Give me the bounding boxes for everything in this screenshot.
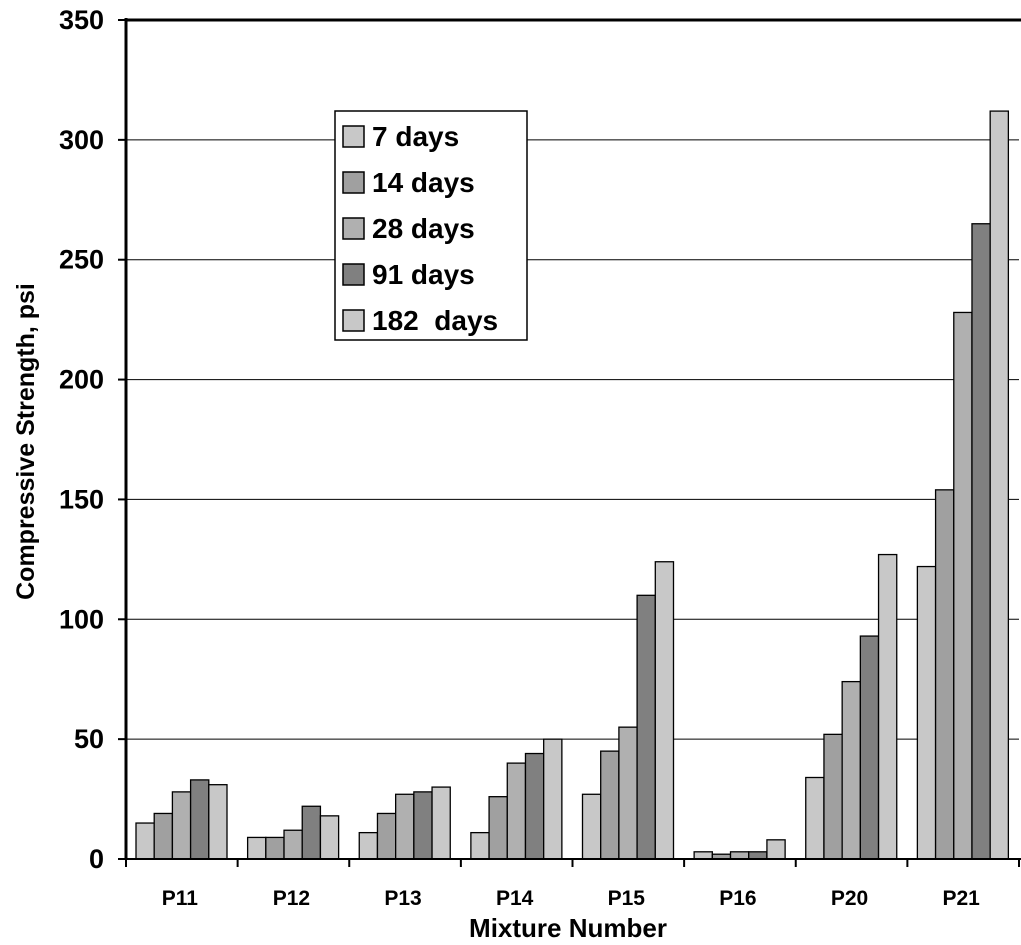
bar-P20-0 (805, 776, 825, 860)
bar-P15-1 (600, 750, 620, 860)
bar-P21-0 (916, 565, 937, 860)
bar-P11-3 (189, 779, 210, 860)
bar-P12-2 (283, 829, 303, 860)
bar-P21-3 (971, 223, 991, 860)
legend-label-0: 7 days (372, 121, 459, 152)
x-tick-label-P13: P13 (384, 887, 421, 910)
bar-P16-0 (693, 851, 713, 860)
bar-P21-2 (953, 311, 973, 860)
legend-label-2: 28 days (372, 213, 475, 244)
bar-P12-0 (246, 836, 267, 860)
bar-P13-2 (394, 793, 415, 860)
bar-P12-1 (265, 836, 285, 860)
bar-P16-3 (748, 851, 768, 860)
bar-P11-4 (208, 784, 228, 860)
bar-P11-2 (171, 791, 192, 860)
bar-P11-0 (135, 822, 155, 860)
bar-P14-1 (488, 796, 508, 860)
bar-P14-0 (470, 831, 490, 860)
legend-swatch-0 (342, 125, 365, 148)
x-tick-label-P12: P12 (273, 887, 310, 910)
legend-swatch-4 (342, 309, 365, 332)
y-axis-title: Compressive Strength, psi (12, 283, 40, 600)
y-tick-label-0: 0 (89, 844, 104, 874)
bar-P21-4 (989, 110, 1010, 860)
bar-P20-3 (859, 635, 880, 860)
bar-P12-3 (301, 805, 322, 860)
bar-P20-1 (823, 733, 843, 860)
x-tick-label-P20: P20 (831, 887, 868, 910)
bar-P20-4 (877, 553, 898, 860)
y-tick-label-250: 250 (59, 245, 104, 275)
x-tick-label-P14: P14 (496, 887, 534, 910)
bar-P15-3 (636, 594, 656, 860)
axes (118, 18, 1021, 867)
legend-swatch-1 (342, 171, 365, 194)
x-tick-label-P11: P11 (162, 887, 199, 910)
y-tick-label-350: 350 (59, 5, 104, 35)
y-tick-label-200: 200 (59, 365, 104, 395)
y-tick-label-50: 50 (74, 724, 104, 754)
legend-label-3: 91 days (372, 259, 475, 290)
bar-P15-0 (581, 793, 602, 860)
bar-P14-2 (506, 762, 527, 860)
y-tick-label-300: 300 (59, 125, 104, 155)
bar-P16-4 (766, 839, 786, 860)
y-tick-label-150: 150 (59, 484, 104, 514)
x-tick-label-P21: P21 (943, 887, 981, 910)
bar-P14-3 (524, 752, 545, 860)
bar-P14-4 (543, 738, 563, 860)
bar-P21-1 (934, 489, 955, 860)
bar-P13-0 (358, 831, 379, 860)
legend-label-4: 182 days (372, 305, 498, 336)
bar-P11-1 (153, 812, 174, 860)
bar-P12-4 (319, 815, 340, 860)
bar-P16-2 (729, 851, 750, 860)
x-tick-labels: P11 P12 P13 P14 P15 P16 P20 P21 (162, 887, 980, 910)
bar-P15-2 (618, 726, 638, 860)
x-tick-label-P16: P16 (719, 887, 756, 910)
legend-swatch-3 (342, 263, 365, 286)
x-axis-title: Mixture Number (469, 913, 667, 943)
legend-swatch-2 (342, 217, 365, 240)
bar-P13-4 (431, 786, 451, 860)
legend-box (334, 110, 528, 341)
bar-P13-1 (376, 812, 397, 860)
bars (135, 110, 1010, 860)
bar-P15-4 (654, 561, 675, 860)
legend: 7 days 14 days 28 days 91 days 182 days (334, 110, 528, 341)
y-tick-label-100: 100 (59, 604, 104, 634)
bar-P13-3 (413, 791, 433, 860)
legend-label-1: 14 days (372, 167, 475, 198)
bar-P20-2 (841, 680, 862, 860)
y-tick-labels: 0 50 100 150 200 250 300 350 (59, 5, 104, 874)
x-tick-label-P15: P15 (608, 887, 646, 910)
